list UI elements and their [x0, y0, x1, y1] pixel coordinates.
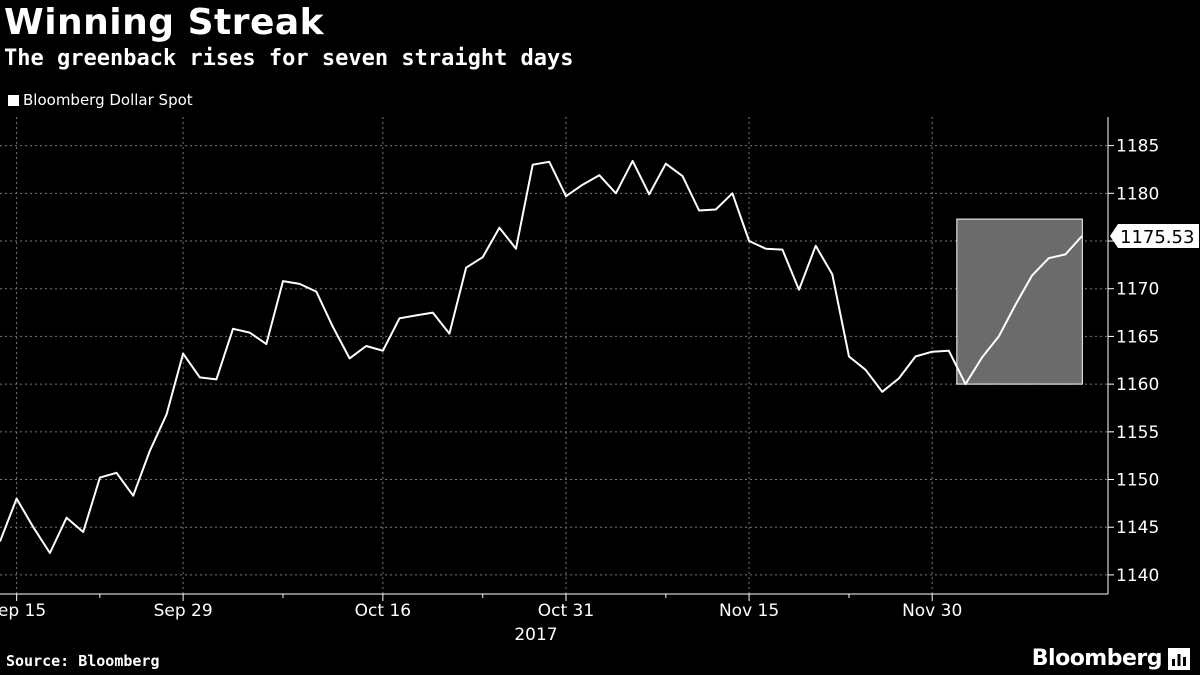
x-tick-label: Oct 16	[355, 601, 411, 621]
source-value: Bloomberg	[78, 652, 160, 670]
series-line	[0, 159, 1083, 554]
y-tick-label: 1185	[1116, 137, 1159, 157]
y-tick-label: 1160	[1116, 375, 1159, 395]
y-tick-label: 1145	[1116, 518, 1159, 538]
last-value-label: 1175.53	[1120, 227, 1194, 248]
x-tick-label: Sep 29	[154, 601, 213, 621]
y-tick-label: 1140	[1116, 566, 1159, 586]
x-tick-label: Sep 15	[0, 601, 46, 621]
y-tick-label: 1155	[1116, 423, 1159, 443]
legend-swatch	[8, 94, 19, 106]
brand-name: Bloomberg	[1031, 646, 1163, 671]
chart-title: Winning Streak	[4, 2, 325, 43]
y-tick-label: 1180	[1116, 184, 1159, 204]
y-tick-label: 1150	[1116, 471, 1159, 491]
y-tick-label: 1165	[1116, 327, 1159, 347]
source-label: Source:	[6, 652, 70, 670]
x-tick-label: Nov 30	[902, 601, 962, 621]
source-note: Source: Bloomberg	[6, 652, 160, 670]
x-tick-label: Oct 31	[538, 601, 594, 621]
last-value-tag	[1110, 223, 1199, 248]
x-year-label: 2017	[514, 625, 557, 645]
brand-logo: Bloomberg	[1032, 646, 1190, 671]
x-tick-label: Nov 15	[719, 601, 779, 621]
y-tick-label: 1170	[1116, 280, 1159, 300]
bloomberg-chart-icon	[1168, 647, 1190, 670]
legend-label: Bloomberg Dollar Spot	[23, 91, 193, 109]
chart-subtitle: The greenback rises for seven straight d…	[4, 46, 574, 71]
highlight-box	[956, 218, 1083, 385]
legend: Bloomberg Dollar Spot	[8, 91, 193, 109]
